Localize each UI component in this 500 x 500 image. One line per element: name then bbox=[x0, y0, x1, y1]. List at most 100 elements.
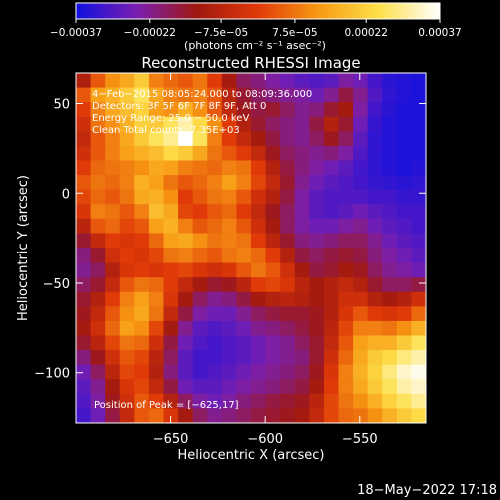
heatmap-cell bbox=[236, 160, 252, 176]
heatmap-cell bbox=[163, 102, 179, 118]
heatmap-cell bbox=[353, 175, 369, 191]
heatmap-cell bbox=[163, 350, 179, 366]
heatmap-cell bbox=[76, 320, 92, 337]
heatmap-cell bbox=[207, 306, 223, 322]
plot-frame bbox=[75, 72, 427, 424]
heatmap-cell bbox=[207, 145, 223, 162]
heatmap-cell bbox=[76, 160, 92, 176]
heatmap-cell bbox=[323, 408, 340, 423]
heatmap-cell bbox=[323, 87, 340, 103]
heatmap-cell bbox=[251, 116, 267, 132]
colorbar: −0.00037 −0.00022 −7.5e−05 7.5e−05 0.00022 0.… bbox=[50, 2, 462, 52]
heatmap-cell bbox=[367, 277, 383, 293]
heatmap-cell bbox=[294, 262, 310, 278]
heatmap-cell bbox=[309, 73, 325, 89]
heatmap-cell bbox=[265, 145, 281, 162]
x-axis-ticks: −650 −600 −550 bbox=[153, 73, 378, 447]
annotation-time-range: 4−Feb−2015 08:05:24.000 to 08:09:36.000 bbox=[92, 89, 312, 100]
heatmap-cell bbox=[251, 320, 267, 337]
annotation-clean-counts: Clean Total counts: 7.35E+03 bbox=[92, 125, 240, 136]
heatmap-cell bbox=[236, 218, 252, 235]
heatmap-cell bbox=[353, 87, 369, 103]
heatmap-cell bbox=[119, 364, 135, 380]
heatmap-cell bbox=[236, 116, 252, 132]
heatmap-cell bbox=[411, 248, 426, 264]
heatmap-cell bbox=[396, 73, 413, 89]
heatmap-cell bbox=[294, 335, 310, 351]
heatmap-cell bbox=[178, 291, 194, 307]
heatmap-cell bbox=[90, 145, 106, 162]
heatmap-cell bbox=[309, 262, 325, 278]
heatmap-cell bbox=[294, 306, 310, 322]
heatmap-cell bbox=[411, 145, 426, 162]
heatmap-cell bbox=[251, 145, 267, 162]
heatmap-cell bbox=[178, 248, 194, 264]
heatmap-cell bbox=[236, 306, 252, 322]
heatmap-cell bbox=[265, 102, 281, 118]
heatmap-cell bbox=[367, 350, 383, 366]
heatmap-cell bbox=[90, 131, 106, 147]
heatmap-cell bbox=[353, 320, 369, 337]
heatmap-cell bbox=[148, 291, 165, 307]
heatmap-cell bbox=[236, 393, 252, 410]
heatmap-cell bbox=[280, 262, 296, 278]
x-tick-label: −650 bbox=[153, 432, 189, 447]
heatmap-cell bbox=[367, 335, 383, 351]
heatmap-cell bbox=[382, 102, 398, 118]
heatmap-cell bbox=[178, 87, 194, 103]
heatmap-cell bbox=[396, 116, 413, 132]
heatmap-cell bbox=[134, 189, 150, 205]
heatmap-cell bbox=[134, 116, 150, 132]
heatmap-cell bbox=[134, 175, 150, 191]
heatmap-cell bbox=[236, 364, 252, 380]
heatmap-cell bbox=[119, 204, 135, 220]
heatmap-cell bbox=[148, 277, 165, 293]
heatmap-cell bbox=[396, 160, 413, 176]
heatmap-cell bbox=[396, 218, 413, 235]
heatmap-cell bbox=[76, 408, 92, 423]
heatmap-cell bbox=[178, 145, 194, 162]
heatmap-cell bbox=[367, 175, 383, 191]
heatmap-cell bbox=[192, 306, 208, 322]
heatmap-cell bbox=[105, 145, 121, 162]
heatmap-cell bbox=[178, 393, 194, 410]
heatmap-cell bbox=[76, 379, 92, 395]
heatmap-cell bbox=[338, 408, 354, 423]
heatmap-cell bbox=[134, 393, 150, 410]
heatmap-cell bbox=[251, 160, 267, 176]
heatmap-cell bbox=[163, 277, 179, 293]
heatmap-cell bbox=[192, 364, 208, 380]
heatmap-cell bbox=[280, 350, 296, 366]
heatmap-cell bbox=[163, 87, 179, 103]
heatmap-cell bbox=[280, 160, 296, 176]
heatmap-cell bbox=[236, 189, 252, 205]
heatmap-cell bbox=[323, 277, 340, 293]
heatmap-cell bbox=[309, 87, 325, 103]
heatmap-cell bbox=[134, 233, 150, 249]
heatmap-cell bbox=[411, 218, 426, 235]
heatmap-cell bbox=[119, 408, 135, 423]
heatmap-cell bbox=[76, 145, 92, 162]
heatmap-cell bbox=[382, 87, 398, 103]
heatmap-cell bbox=[251, 102, 267, 118]
heatmap-cell bbox=[265, 320, 281, 337]
heatmap-cell bbox=[338, 350, 354, 366]
heatmap-cell bbox=[367, 189, 383, 205]
heatmap-cell bbox=[367, 116, 383, 132]
heatmap-cell bbox=[236, 175, 252, 191]
heatmap-cell bbox=[294, 277, 310, 293]
heatmap-cell bbox=[236, 335, 252, 351]
heatmap-cell bbox=[236, 131, 252, 147]
colorbar-tick-label: 0.00022 bbox=[345, 27, 388, 39]
heatmap-cell bbox=[105, 291, 121, 307]
heatmap-cell bbox=[119, 131, 135, 147]
heatmap-cell bbox=[265, 379, 281, 395]
heatmap-cell bbox=[382, 320, 398, 337]
heatmap-cell bbox=[353, 408, 369, 423]
annotation-energy-range: Energy Range: 25.0 − 50.0 keV bbox=[92, 113, 249, 124]
heatmap-cell bbox=[280, 364, 296, 380]
heatmap-cell bbox=[382, 204, 398, 220]
heatmap-cell bbox=[76, 131, 92, 147]
heatmap-cell bbox=[382, 160, 398, 176]
heatmap-cell bbox=[367, 379, 383, 395]
